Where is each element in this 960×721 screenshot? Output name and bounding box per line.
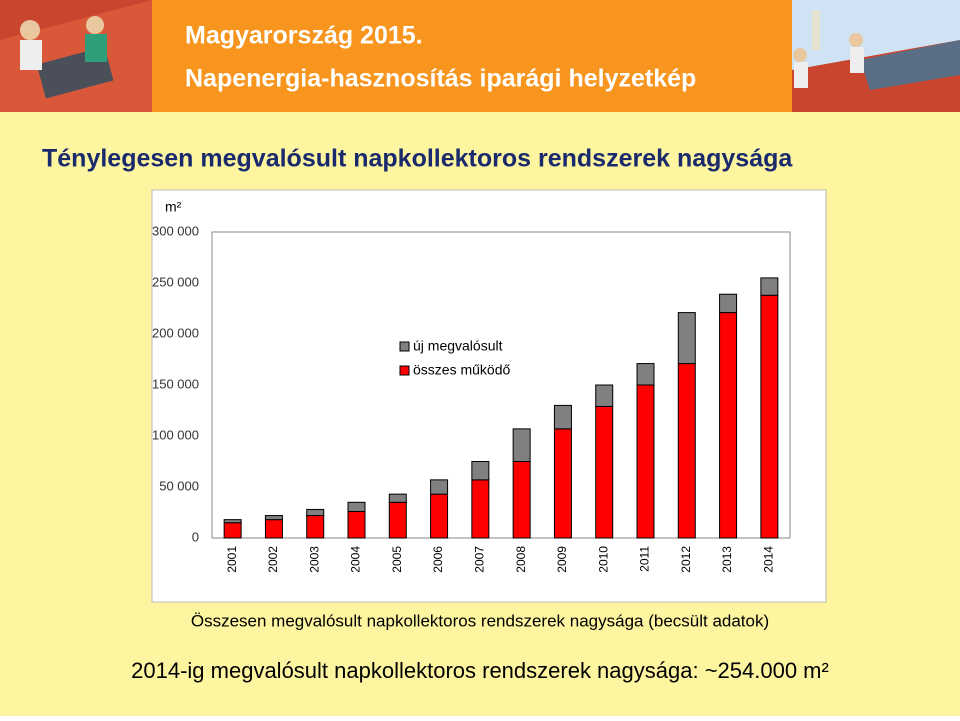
chart-caption: Összesen megvalósult napkollektoros rend… [191, 611, 769, 630]
x-tick-label: 2008 [514, 546, 528, 573]
x-tick-label: 2003 [307, 546, 321, 573]
bar-segment [760, 277, 779, 296]
bar-segment [306, 515, 325, 539]
x-tick-label: 2005 [390, 546, 404, 573]
bar-segment [223, 522, 242, 539]
y-tick-label: 250 000 [152, 274, 199, 289]
bar-segment [264, 515, 283, 521]
bar-segment [388, 493, 407, 503]
bar-segment [719, 312, 738, 539]
bar-segment [306, 508, 325, 517]
bar-segment [347, 501, 366, 512]
y-tick-label: 200 000 [152, 325, 199, 340]
y-tick-label: 0 [192, 529, 199, 544]
legend: új megvalósult összes működő [399, 338, 510, 378]
x-tick-label: 2014 [762, 546, 776, 573]
y-tick-label: 150 000 [152, 376, 199, 391]
bar-segment [636, 363, 655, 386]
bar-segment [471, 461, 490, 481]
bar-segment [677, 363, 696, 539]
bar-segment [264, 519, 283, 539]
bar-segment [719, 293, 738, 314]
x-tick-label: 2012 [679, 546, 693, 573]
right-photo [792, 0, 960, 112]
y-axis-label: m² [165, 199, 182, 215]
bar-segment [553, 404, 572, 430]
bar-segment [595, 384, 614, 407]
legend-swatch [399, 341, 410, 352]
y-tick-label: 300 000 [152, 223, 199, 238]
x-tick-label: 2007 [473, 546, 487, 573]
x-tick-label: 2013 [720, 546, 734, 573]
x-tick-label: 2009 [555, 546, 569, 573]
summary: 2014-ig megvalósult napkollektoros rends… [131, 658, 829, 683]
bar-segment [430, 493, 449, 539]
x-tick-label: 2006 [431, 546, 445, 573]
x-tick-label: 2001 [225, 546, 239, 573]
x-tick-label: 2002 [266, 546, 280, 573]
bar-segment [223, 519, 242, 524]
y-tick-label: 50 000 [159, 478, 199, 493]
banner-title: Magyarország 2015. [185, 22, 423, 50]
left-photo [0, 0, 152, 112]
heading: Ténylegesen megvalósult napkollektoros r… [42, 145, 793, 173]
bar-segment [760, 294, 779, 539]
x-tick-label: 2010 [596, 546, 610, 573]
bar-segment [512, 461, 531, 539]
bar-segment [553, 428, 572, 539]
y-tick-label: 100 000 [152, 427, 199, 442]
bar-segment [512, 428, 531, 462]
banner-subtitle: Napenergia-hasznosítás iparági helyzetké… [185, 65, 696, 93]
bar-segment [430, 479, 449, 495]
bar-segment [471, 479, 490, 539]
x-tick-label: 2004 [349, 546, 363, 573]
bar-segment [595, 405, 614, 539]
legend-swatch [399, 365, 410, 376]
bar-segment [636, 384, 655, 539]
bar-segment [347, 510, 366, 539]
x-tick-label: 2011 [638, 546, 652, 572]
bar-segment [388, 501, 407, 539]
bar-segment [677, 312, 696, 365]
plot-area [211, 231, 791, 539]
legend-label: összes működő [413, 362, 510, 378]
legend-label: új megvalósult [413, 338, 503, 354]
